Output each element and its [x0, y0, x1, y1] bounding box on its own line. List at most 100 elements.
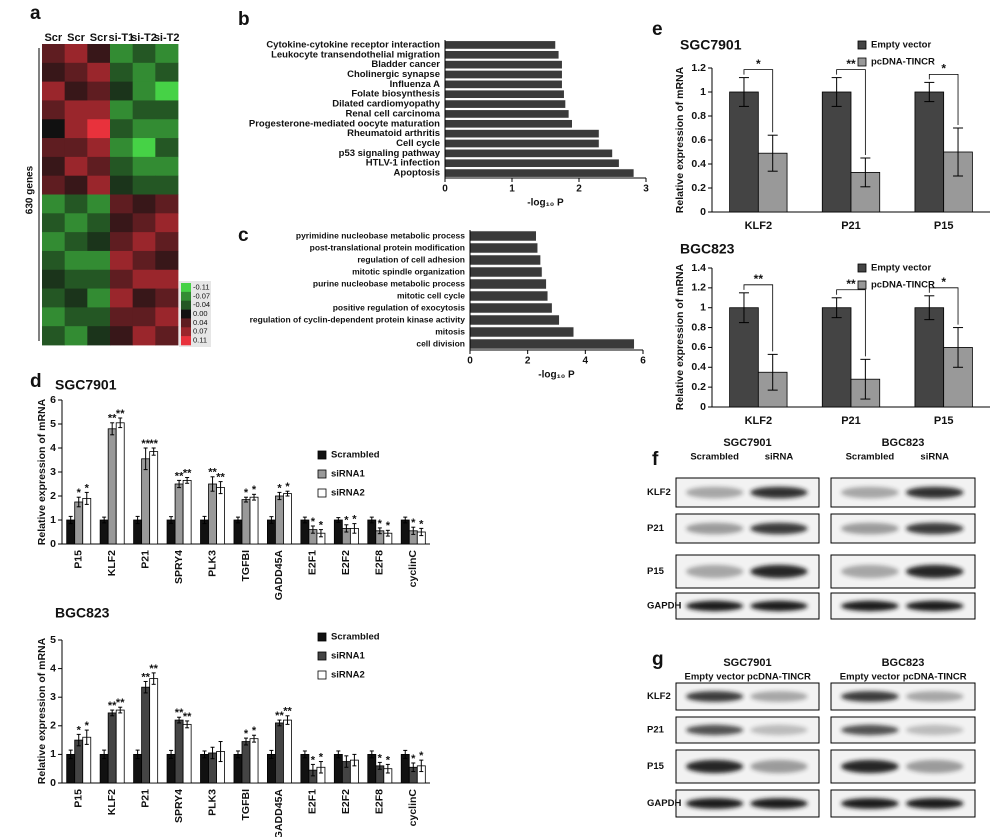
- colorbar-label: -0.04: [193, 300, 210, 309]
- column-label: si-T1: [108, 32, 134, 44]
- blot-band: [905, 486, 964, 499]
- y-tick-label: 1.4: [691, 262, 706, 274]
- heatmap-cell: [132, 119, 156, 139]
- bar: [444, 99, 566, 109]
- category-label: Cholinergic synapse: [347, 69, 440, 80]
- x-tick-label: E2F1: [307, 789, 319, 814]
- bar: [333, 519, 343, 545]
- y-tick-label: 2: [50, 490, 56, 502]
- heatmap-cell: [110, 288, 134, 308]
- blot-band: [841, 691, 899, 702]
- legend-label: pcDNA-TINCR: [871, 57, 935, 68]
- significance: *: [419, 518, 424, 530]
- colorbar-label: 0.11: [193, 336, 207, 345]
- category-label: regulation of cell adhesion: [357, 254, 465, 264]
- heatmap-cell: [132, 307, 156, 327]
- x-tick-label: 3: [643, 184, 649, 195]
- colorbar-label: 0.00: [193, 309, 208, 318]
- x-tick-label: 1: [509, 184, 515, 195]
- y-axis-label: Relative expression of mRNA: [674, 66, 686, 213]
- y-tick-label: 0.6: [691, 341, 706, 353]
- heatmap-cell: [110, 138, 134, 158]
- heatmap-cell: [110, 250, 134, 271]
- bar: [275, 495, 284, 545]
- x-tick-label: 2: [576, 184, 582, 195]
- cell-line-label: SGC7901: [723, 437, 771, 449]
- category-label: mitotic cell cycle: [397, 290, 465, 300]
- panel-letter: c: [238, 225, 249, 246]
- blot-band: [750, 522, 808, 535]
- heatmap-cell: [155, 138, 179, 158]
- x-tick-label: cyclinC: [407, 789, 419, 827]
- bar: [141, 458, 151, 545]
- bar: [400, 519, 410, 545]
- colorbar-step: [181, 327, 191, 337]
- significance: *: [386, 520, 391, 532]
- bar: [74, 739, 84, 784]
- legend-swatch: [317, 632, 327, 642]
- panel-letter: f: [652, 449, 659, 470]
- significance: *: [386, 754, 391, 766]
- condition-label: Empty vector: [685, 672, 745, 683]
- x-tick-label: E2F2: [340, 550, 352, 575]
- colorbar-step: [181, 300, 191, 310]
- y-tick-label: 0: [700, 401, 706, 413]
- bar: [469, 230, 537, 242]
- bar: [249, 496, 259, 545]
- blot-band: [686, 759, 744, 774]
- legend-label: siRNA2: [331, 670, 365, 681]
- significance: **: [754, 272, 764, 286]
- cell-line-label: SGC7901: [723, 657, 771, 669]
- heatmap-cell: [132, 138, 156, 158]
- heatmap-cell: [155, 156, 179, 177]
- blot-band: [905, 798, 964, 809]
- x-tick-label: SPRY4: [173, 550, 185, 584]
- condition-label: Empty vector: [840, 672, 900, 683]
- significance: *: [277, 482, 282, 494]
- colorbar-label: 0.07: [193, 327, 208, 336]
- y-tick-label: 0.8: [691, 321, 706, 333]
- heatmap-cell: [42, 62, 66, 83]
- heatmap-cell: [110, 175, 134, 195]
- x-tick-label: P21: [139, 789, 151, 808]
- bracket: [928, 74, 959, 125]
- heatmap-cell: [87, 288, 111, 308]
- x-tick-label: P21: [841, 415, 861, 427]
- heatmap-cell: [87, 194, 111, 214]
- heatmap-cell: [64, 288, 88, 308]
- panel-letter: g: [652, 649, 664, 670]
- significance: *: [352, 514, 357, 526]
- heatmap-cell: [64, 44, 88, 64]
- heatmap-cell: [132, 326, 156, 346]
- blot-band: [841, 759, 899, 774]
- panel-letter: e: [652, 19, 663, 40]
- heatmap-cell: [64, 194, 88, 214]
- heatmap-cell: [64, 269, 88, 289]
- heatmap-cell: [155, 250, 179, 271]
- heatmap-cell: [64, 213, 88, 233]
- x-tick-label: PLK3: [206, 550, 218, 577]
- y-axis-label: Relative expression of mRNA: [36, 398, 48, 545]
- blot-band: [841, 798, 899, 809]
- condition-label: Scrambled: [690, 452, 739, 463]
- condition-label: siRNA: [765, 452, 794, 463]
- bar: [283, 719, 292, 784]
- blot-band: [905, 600, 964, 612]
- heatmap-cell: [87, 119, 111, 139]
- x-tick-label: P21: [841, 220, 861, 232]
- y-axis-label: Relative expression of mRNA: [674, 263, 686, 410]
- bar: [300, 519, 310, 545]
- chart-title: SGC7901: [680, 37, 742, 53]
- heatmap-cell: [110, 81, 134, 101]
- legend-swatch: [857, 57, 867, 67]
- heatmap-cell: [64, 307, 88, 327]
- category-label: Cytokine-cytokine receptor interaction: [266, 39, 440, 50]
- legend-swatch: [317, 488, 327, 498]
- bar: [107, 712, 117, 784]
- x-tick-label: SPRY4: [173, 789, 185, 823]
- colorbar-step: [181, 283, 191, 293]
- colorbar-step: [181, 318, 191, 328]
- y-tick-label: 0: [50, 777, 56, 789]
- significance: *: [244, 487, 249, 499]
